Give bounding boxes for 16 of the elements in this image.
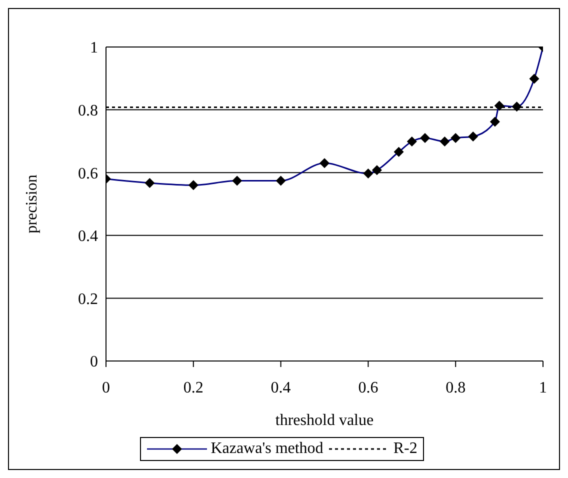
y-tick-label: 0.2 [78,290,98,308]
y-tick-label: 0.4 [78,228,98,246]
x-tick-label: 0.6 [358,379,378,396]
y-axis-title: precision [24,174,41,234]
x-tick-label: 0 [102,379,110,396]
x-tick-label: 0.8 [446,379,466,396]
x-axis-title: threshold value [275,412,374,429]
x-tick-label: 0.2 [183,379,204,396]
x-tick-label: 1 [539,379,547,396]
legend-label: Kazawa's method [210,440,324,458]
y-tick-label: 0.8 [78,102,98,120]
y-tick-label: 1 [90,40,98,57]
x-tick-label: 0.4 [270,379,291,396]
y-tick-label: 0 [90,354,98,371]
y-tick-label: 0.6 [78,165,98,182]
legend-label: R-2 [393,440,418,458]
